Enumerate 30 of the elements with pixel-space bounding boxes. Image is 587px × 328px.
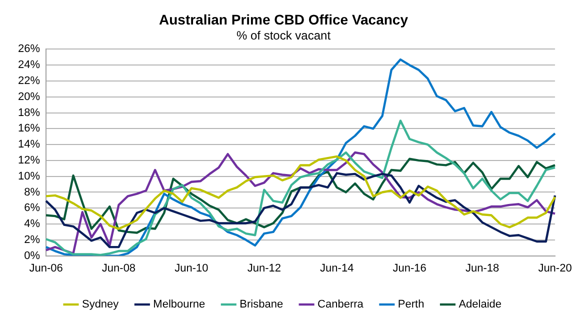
y-tick-label: 8% — [24, 186, 40, 198]
legend-label: Adelaide — [458, 298, 502, 311]
legend-label: Sydney — [82, 298, 120, 311]
y-tick-label: 6% — [24, 202, 40, 214]
y-tick-label: 12% — [18, 154, 40, 166]
y-tick-label: 26% — [18, 43, 40, 56]
x-tick-label: Jun-14 — [320, 262, 354, 274]
y-tick-label: 4% — [24, 218, 40, 230]
x-tick-label: Jun-20 — [538, 262, 572, 274]
x-tick-label: Jun-16 — [392, 262, 426, 274]
chart-title: Australian Prime CBD Office Vacancy — [159, 11, 408, 28]
y-tick-label: 18% — [18, 106, 40, 119]
y-tick-label: 2% — [24, 234, 40, 246]
legend-label: Brisbane — [240, 298, 284, 311]
x-tick-label: Jun-10 — [174, 262, 208, 274]
y-tick-label: 10% — [18, 170, 40, 182]
y-tick-label: 20% — [18, 90, 40, 103]
x-tick-label: Jun-18 — [465, 262, 500, 274]
legend-label: Perth — [398, 298, 424, 311]
y-tick-label: 16% — [18, 122, 40, 135]
y-tick-label: 22% — [18, 75, 40, 88]
y-tick-label: 24% — [18, 59, 40, 72]
x-tick-label: Jun-12 — [247, 262, 281, 274]
y-tick-label: 0% — [24, 250, 40, 262]
x-tick-label: Jun-08 — [102, 262, 136, 274]
legend-label: Canberra — [318, 298, 364, 311]
legend-label: Melbourne — [153, 298, 206, 311]
y-tick-label: 14% — [18, 138, 40, 151]
x-tick-label: Jun-06 — [29, 262, 63, 274]
chart-subtitle: % of stock vacant — [236, 28, 332, 42]
